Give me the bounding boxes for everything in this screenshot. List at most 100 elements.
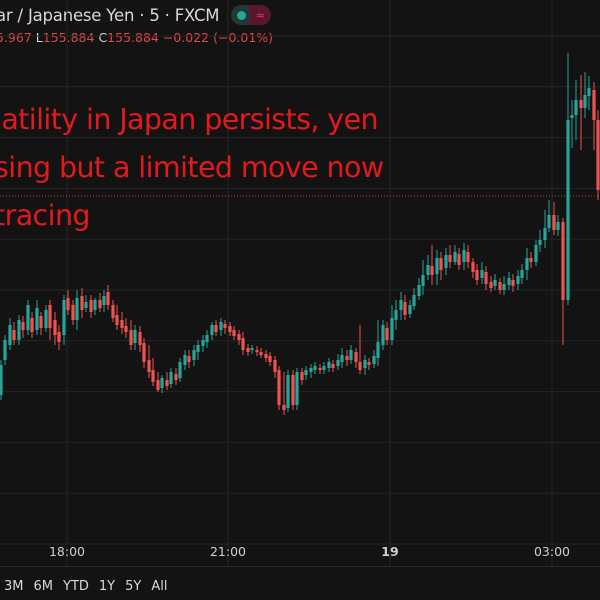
candle-body xyxy=(142,343,146,362)
candle-body xyxy=(583,95,587,108)
candle-body xyxy=(39,316,43,328)
low-value: 155.884 xyxy=(42,30,95,45)
range-3m-button[interactable]: 3M xyxy=(4,579,24,594)
axis-divider xyxy=(0,566,600,567)
candle-body xyxy=(250,348,254,350)
candle-body xyxy=(196,345,200,352)
candle-body xyxy=(291,375,295,405)
chart-header: ar / Japanese Yen · 5 · FXCM ≈ 5.967 L15… xyxy=(0,0,600,50)
headline-line-2: sing but a limited move now xyxy=(0,151,384,184)
candle-body xyxy=(462,250,466,262)
candle-body xyxy=(327,362,331,368)
candle-body xyxy=(385,328,389,340)
candle-body xyxy=(354,352,358,362)
candle-body xyxy=(57,332,61,342)
candle-body xyxy=(430,266,434,275)
time-axis[interactable]: 18:00 21:00 19 03:00 xyxy=(0,537,600,567)
candle-body xyxy=(106,292,110,305)
time-label-0300: 03:00 xyxy=(533,544,571,559)
candle-body xyxy=(246,348,250,352)
candle-body xyxy=(516,276,520,284)
candle-body xyxy=(587,88,591,96)
candle-body xyxy=(264,354,268,358)
candle-body xyxy=(480,270,484,278)
waves-icon: ≈ xyxy=(249,5,272,25)
candle-body xyxy=(89,300,93,312)
candle-body xyxy=(129,330,133,345)
candle-body xyxy=(331,364,335,368)
symbol-title[interactable]: ar / Japanese Yen · 5 · FXCM xyxy=(0,5,220,25)
candle-body xyxy=(417,285,421,296)
candle-body xyxy=(466,252,470,262)
candle-body xyxy=(363,360,367,368)
range-selector: 3M 6M YTD 1Y 5Y All xyxy=(4,579,177,594)
range-ytd-button[interactable]: YTD xyxy=(63,579,89,594)
range-all-button[interactable]: All xyxy=(151,579,168,594)
market-open-dot-icon xyxy=(237,10,247,20)
candle-body xyxy=(444,255,448,268)
candlestick-chart[interactable] xyxy=(0,0,600,566)
candle-body xyxy=(133,330,137,343)
candle-body xyxy=(35,308,39,330)
candle-body xyxy=(205,335,209,342)
candle-body xyxy=(552,215,556,230)
symbol-title-row: ar / Japanese Yen · 5 · FXCM ≈ xyxy=(0,4,272,26)
candle-body xyxy=(556,222,560,230)
candle-body xyxy=(381,325,385,345)
candle-body xyxy=(484,272,488,284)
candle-body xyxy=(147,360,151,372)
candle-body xyxy=(111,305,115,318)
candle-body xyxy=(529,258,533,262)
candle-body xyxy=(138,332,142,345)
candle-body xyxy=(0,365,3,395)
candle-body xyxy=(421,275,425,286)
candle-body xyxy=(187,356,191,362)
candle-body xyxy=(273,360,277,372)
candle-body xyxy=(358,362,362,370)
close-label: C xyxy=(98,30,108,45)
candle-body xyxy=(408,305,412,314)
low-label: L xyxy=(35,30,43,45)
candle-body xyxy=(183,355,187,365)
candle-body xyxy=(435,258,439,274)
market-status-toggle[interactable]: ≈ xyxy=(231,5,272,25)
candle-body xyxy=(596,120,600,190)
candle-body xyxy=(259,352,263,355)
high-value: 5.967 xyxy=(0,30,32,45)
time-label-2100: 21:00 xyxy=(209,544,247,559)
candle-body xyxy=(475,270,479,280)
candle-body xyxy=(48,305,52,328)
range-1y-button[interactable]: 1Y xyxy=(98,579,116,594)
candle-body xyxy=(3,340,7,360)
candle-body xyxy=(313,366,317,370)
candle-body xyxy=(21,322,25,330)
candle-body xyxy=(62,300,66,335)
candle-body xyxy=(394,310,398,320)
candle-body xyxy=(547,215,551,228)
candle-body xyxy=(214,325,218,332)
candle-body xyxy=(201,340,205,346)
candle-body xyxy=(390,318,394,340)
candle-body xyxy=(66,298,70,310)
candle-body xyxy=(399,300,403,310)
candle-body xyxy=(304,370,308,375)
candle-body xyxy=(53,320,57,335)
candle-body xyxy=(367,362,371,365)
candle-body xyxy=(75,298,79,320)
candle-body xyxy=(115,315,119,325)
range-6m-button[interactable]: 6M xyxy=(33,579,54,594)
candle-body xyxy=(543,228,547,240)
range-5y-button[interactable]: 5Y xyxy=(125,579,142,594)
headline-annotation: latility in Japan persists, yen sing but… xyxy=(0,96,384,240)
candle-body xyxy=(372,356,376,364)
headline-line-1: latility in Japan persists, yen xyxy=(0,103,379,136)
candle-body xyxy=(592,90,596,120)
ohlc-values: 5.967 L155.884 C155.884 −0.022 (−0.01%) xyxy=(0,30,273,45)
candle-body xyxy=(471,262,475,272)
candle-body xyxy=(538,240,542,245)
candle-body xyxy=(534,245,538,262)
candle-body xyxy=(30,318,34,332)
candle-body xyxy=(102,296,106,305)
candle-body xyxy=(12,330,16,340)
candle-body xyxy=(93,300,97,310)
